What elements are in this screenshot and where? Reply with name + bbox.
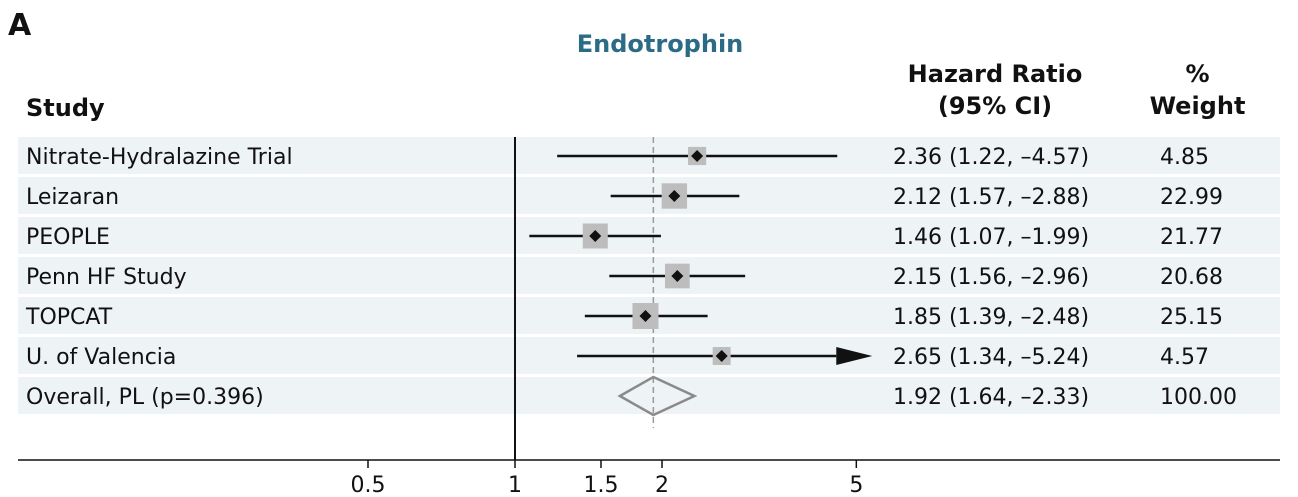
point-estimate-marker xyxy=(589,230,602,242)
chart-title: Endotrophin xyxy=(576,30,744,58)
study-name: TOPCAT xyxy=(25,305,113,330)
study-name: U. of Valencia xyxy=(26,345,176,370)
point-estimate-marker xyxy=(668,190,681,202)
point-estimate-marker xyxy=(671,270,684,282)
x-tick-label: 0.5 xyxy=(351,473,386,497)
row-band xyxy=(18,377,1280,414)
study-weight: 22.99 xyxy=(1160,185,1223,210)
hazard-ratio-column-header: Hazard Ratio (95% CI) xyxy=(907,60,1083,120)
hazard-ratio-ci: 1.46 (1.07, –1.99) xyxy=(893,225,1089,250)
study-name: Nitrate-Hydralazine Trial xyxy=(26,145,293,170)
study-weight: 25.15 xyxy=(1160,305,1223,330)
study-name: Overall, PL (p=0.396) xyxy=(26,385,264,410)
x-tick-label: 1.5 xyxy=(583,473,618,497)
weight-column-header: % Weight xyxy=(1149,60,1246,120)
x-tick-label: 5 xyxy=(849,473,863,497)
point-estimate-marker xyxy=(691,150,704,162)
hazard-ratio-ci: 2.36 (1.22, –4.57) xyxy=(893,145,1089,170)
study-weight: 100.00 xyxy=(1160,385,1237,410)
hazard-ratio-ci: 2.65 (1.34, –5.24) xyxy=(893,345,1089,370)
hazard-ratio-ci: 2.12 (1.57, –2.88) xyxy=(893,185,1089,210)
study-weight: 20.68 xyxy=(1160,265,1223,290)
study-weight: 21.77 xyxy=(1160,225,1223,250)
hazard-ratio-ci: 1.85 (1.39, –2.48) xyxy=(893,305,1089,330)
ci-arrow xyxy=(836,347,873,365)
x-tick-label: 1 xyxy=(508,473,522,497)
x-tick-label: 2 xyxy=(655,473,669,497)
hazard-ratio-ci: 2.15 (1.56, –2.96) xyxy=(893,265,1089,290)
study-column-header: Study xyxy=(26,94,105,122)
point-estimate-marker xyxy=(639,310,652,322)
study-name: Leizaran xyxy=(26,185,119,210)
study-weight: 4.57 xyxy=(1160,345,1209,370)
study-name: Penn HF Study xyxy=(26,265,187,290)
study-weight: 4.85 xyxy=(1160,145,1209,170)
point-estimate-marker xyxy=(715,350,728,362)
hazard-ratio-ci: 1.92 (1.64, –2.33) xyxy=(893,385,1089,410)
panel-label: A xyxy=(8,8,32,43)
study-name: PEOPLE xyxy=(26,225,110,250)
overall-diamond xyxy=(617,375,698,417)
